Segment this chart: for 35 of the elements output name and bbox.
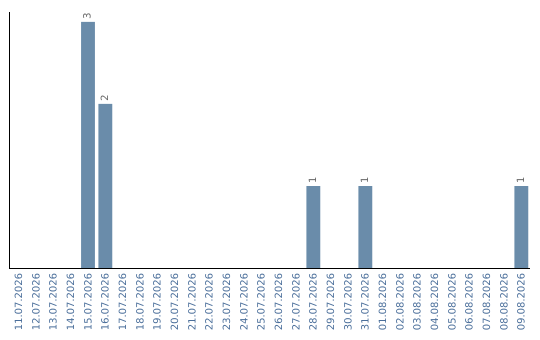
x-tick-label: 22.07.2026	[204, 273, 216, 330]
x-tick-label: 29.07.2026	[326, 273, 337, 330]
x-tick-label: 07.08.2026	[482, 273, 493, 330]
x-tick-label: 21.07.2026	[187, 273, 198, 330]
x-tick-label: 13.07.2026	[48, 273, 60, 330]
x-tick-label: 19.07.2026	[152, 273, 164, 330]
x-tick-label: 15.07.2026	[83, 273, 94, 330]
x-tick-label: 11.07.2026	[14, 273, 25, 330]
x-tick-label: 06.08.2026	[464, 273, 476, 330]
data-label: 2	[100, 94, 111, 101]
x-tick-label: 09.08.2026	[516, 273, 528, 330]
x-tick-label: 08.08.2026	[499, 273, 510, 330]
x-tick-label: 31.07.2026	[360, 273, 372, 330]
x-tick-label: 14.07.2026	[66, 273, 77, 330]
x-tick-label: 24.07.2026	[239, 273, 250, 330]
x-tick-label: 20.07.2026	[170, 273, 181, 330]
x-tick-label: 17.07.2026	[118, 273, 129, 330]
x-tick-label: 23.07.2026	[222, 273, 233, 330]
x-tick-label: 26.07.2026	[274, 273, 285, 330]
x-tick-label: 01.08.2026	[378, 273, 389, 330]
x-tick-label: 04.08.2026	[430, 273, 441, 330]
data-label: 1	[360, 176, 371, 183]
x-tick-label: 18.07.2026	[135, 273, 146, 330]
x-tick-label: 16.07.2026	[100, 273, 112, 330]
x-tick-label: 12.07.2026	[31, 273, 42, 330]
x-tick-label: 03.08.2026	[412, 273, 424, 330]
x-tick-label: 30.07.2026	[343, 273, 354, 330]
data-label: 3	[82, 12, 94, 19]
x-tick-label: 05.08.2026	[447, 273, 458, 330]
x-tick-label: 25.07.2026	[256, 273, 268, 330]
data-label: 1	[308, 176, 319, 183]
data-label: 1	[516, 176, 527, 183]
x-tick-label: 28.07.2026	[308, 273, 320, 330]
x-tick-label: 02.08.2026	[395, 273, 406, 330]
x-tick-label: 27.07.2026	[291, 273, 302, 330]
